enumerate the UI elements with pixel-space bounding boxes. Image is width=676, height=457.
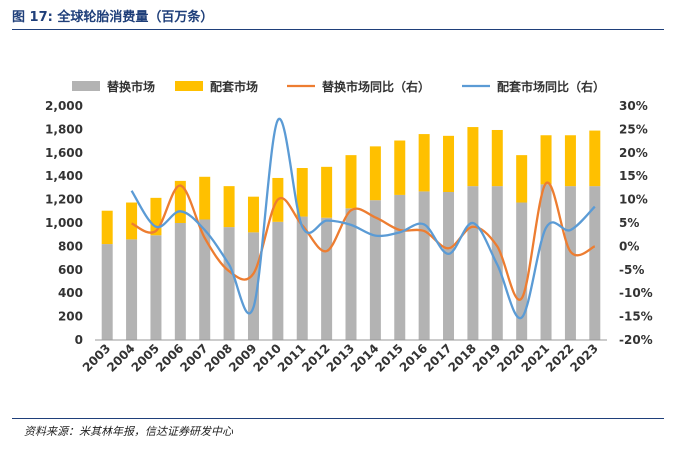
bar-replacement (589, 186, 601, 340)
legend-swatch-replacement (72, 81, 100, 91)
right-axis-tick: 25% (619, 122, 648, 136)
bar-oe (247, 196, 259, 233)
left-axis-tick: 800 (58, 239, 83, 253)
right-axis-tick: 15% (619, 169, 648, 183)
bar-oe (564, 135, 576, 187)
left-axis-tick: 1,200 (45, 193, 83, 207)
x-axis-tick: 2023 (567, 341, 601, 375)
bar-oe (369, 146, 381, 201)
right-axis-tick: 30% (619, 99, 648, 113)
legend-label: 替换市场 (107, 79, 155, 94)
left-axis-tick: 200 (58, 310, 83, 324)
bar-replacement (345, 208, 357, 340)
bar-oe (443, 135, 455, 192)
line-replacement-yoy (131, 181, 596, 301)
bar-oe (540, 135, 552, 185)
left-axis-tick: 0 (75, 333, 83, 347)
bar-replacement (150, 235, 162, 340)
left-axis-tick: 600 (58, 263, 83, 277)
footer-rule (12, 418, 664, 419)
right-axis-tick: 0% (619, 239, 639, 253)
bar-oe (345, 155, 357, 209)
bar-replacement (272, 221, 284, 340)
left-axis-tick: 400 (58, 286, 83, 300)
right-axis-tick: 10% (619, 193, 648, 207)
bar-oe (491, 129, 503, 187)
bar-oe (101, 210, 113, 245)
right-axis-tick: 20% (619, 146, 648, 160)
legend-label: 配套市场同比（右） (497, 79, 605, 94)
chart-title: 图 17: 全球轮胎消费量（百万条） (12, 10, 214, 25)
bar-oe (589, 130, 601, 187)
bar-replacement (467, 186, 479, 340)
bar-oe (467, 127, 479, 187)
right-axis-tick: -20% (619, 333, 653, 347)
left-axis-tick: 1,000 (45, 216, 83, 230)
bar-replacement (101, 244, 113, 340)
bar-replacement (540, 184, 552, 340)
bar-replacement (199, 219, 211, 340)
bar-oe (321, 166, 333, 218)
bar-oe (199, 176, 211, 220)
bar-replacement (564, 186, 576, 340)
bar-oe (174, 180, 186, 223)
left-axis-tick: 1,600 (45, 146, 83, 160)
right-axis-tick: -15% (619, 310, 653, 324)
left-axis-tick: 2,000 (45, 99, 83, 113)
legend-swatch-oe (175, 81, 203, 91)
bar-replacement (369, 200, 381, 340)
bar-replacement (223, 227, 235, 340)
source-note: 资料来源：米其林年报，信达证券研发中心 (24, 425, 233, 438)
bar-oe (223, 186, 235, 228)
bar-replacement (516, 202, 528, 340)
left-axis-tick: 1,800 (45, 122, 83, 136)
bar-oe (126, 202, 138, 240)
bar-replacement (296, 216, 308, 340)
bar-oe (394, 140, 406, 195)
right-axis-tick: -10% (619, 286, 653, 300)
bar-replacement (247, 232, 259, 340)
bar-replacement (394, 194, 406, 340)
title-rule (12, 29, 664, 30)
left-axis-tick: 1,400 (45, 169, 83, 183)
bar-replacement (126, 239, 138, 340)
right-axis-tick: 5% (619, 216, 639, 230)
line-oe-yoy (130, 117, 596, 320)
bar-oe (150, 197, 162, 236)
bar-replacement (174, 223, 186, 340)
bar-oe (418, 134, 430, 192)
right-axis-tick: -5% (619, 263, 644, 277)
bar-replacement (418, 191, 430, 340)
legend-label: 配套市场 (210, 79, 258, 94)
bar-replacement (443, 191, 455, 340)
bar-oe (296, 168, 308, 217)
bar-replacement (321, 217, 333, 340)
bar-oe (516, 155, 528, 203)
legend-label: 替换市场同比（右） (322, 79, 430, 94)
